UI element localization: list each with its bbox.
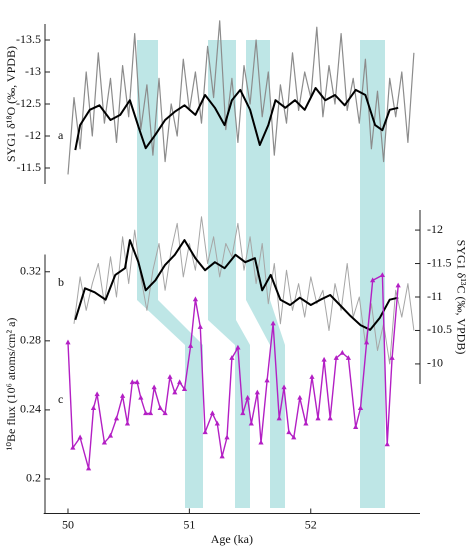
band [360,40,385,508]
data-point [276,415,282,421]
y-tick-label: -10 [427,356,443,370]
band [208,40,250,508]
data-point [181,386,188,391]
data-point [70,444,76,450]
data-point [177,379,183,385]
data-point [101,439,107,445]
data-point [321,356,327,362]
data-point [197,324,203,329]
y-axis-label: SYG1 δ¹³C (‰, VPDB) [454,240,468,355]
data-point [345,355,351,360]
data-point [245,394,251,400]
data-point [172,389,178,395]
data-point [270,320,276,326]
data-point [264,377,270,383]
data-point [353,424,359,429]
data-point [384,441,390,447]
data-point [192,296,199,302]
data-point [77,434,83,440]
data-point [90,405,97,410]
data-point [65,339,71,345]
data-point [157,405,163,410]
data-point [327,415,333,421]
y-tick-label: -10.5 [427,322,452,336]
data-point [134,379,140,385]
data-point [219,453,225,459]
data-point [229,355,235,360]
data-point [94,391,100,397]
y-tick-label: -12 [427,222,443,236]
y-tick-label: -12 [25,128,41,142]
data-point [113,415,120,421]
y-tick-label: 0.32 [20,264,41,278]
y-tick-label: 0.24 [20,402,41,416]
y-tick-label: -11 [427,289,443,303]
data-point [379,272,385,278]
panel-label: b [58,275,64,289]
data-point [129,379,135,385]
y-tick-label: 0.28 [20,333,41,347]
data-point [370,277,376,283]
data-line [67,20,415,175]
y-axis-label: SYG1 δ¹⁸O (‰, VPDB) [4,46,18,162]
data-point [209,410,216,416]
data-point [363,339,370,345]
data-point [291,434,297,440]
data-point [395,282,401,288]
data-point [258,439,264,445]
data-point [357,405,364,410]
data-line [74,87,399,151]
data-point [151,384,157,390]
x-axis-label: Age (ka) [211,532,253,546]
panel-label: c [58,392,63,406]
data-point [124,420,131,426]
data-point [143,410,149,416]
band [137,40,203,508]
data-point [297,394,303,400]
data-point [303,420,309,426]
data-point [315,415,321,421]
data-point [214,420,220,426]
y-tick-label: -11.5 [16,160,41,174]
data-point [202,429,208,435]
y-tick-label: -11.5 [427,255,452,269]
data-point [162,410,168,416]
data-point [107,432,114,438]
data-point [147,410,154,416]
y-axis-label: ¹⁰Be flux (10⁶ atoms/cm² a) [4,318,18,451]
data-point [235,344,241,350]
data-line [73,216,415,365]
x-tick-label: 51 [183,517,195,531]
data-point [389,355,395,360]
data-point [333,355,339,360]
data-point [286,429,292,435]
data-point [339,349,345,355]
data-point [224,434,230,440]
y-tick-label: -13.5 [16,32,41,46]
y-tick-label: -12.5 [16,96,41,110]
y-tick-label: -13 [25,64,41,78]
data-point [187,343,194,348]
panel-label: a [58,128,64,142]
data-line [74,239,399,331]
x-tick-label: 52 [305,517,317,531]
data-point [167,374,173,379]
data-point [138,394,144,400]
data-point [120,393,126,398]
data-point [240,410,246,416]
data-point [86,465,92,471]
data-point [254,389,260,395]
data-point [281,384,287,390]
x-tick-label: 50 [62,517,74,531]
y-tick-label: 0.2 [26,471,41,485]
data-point [248,420,254,426]
data-point [309,374,315,379]
